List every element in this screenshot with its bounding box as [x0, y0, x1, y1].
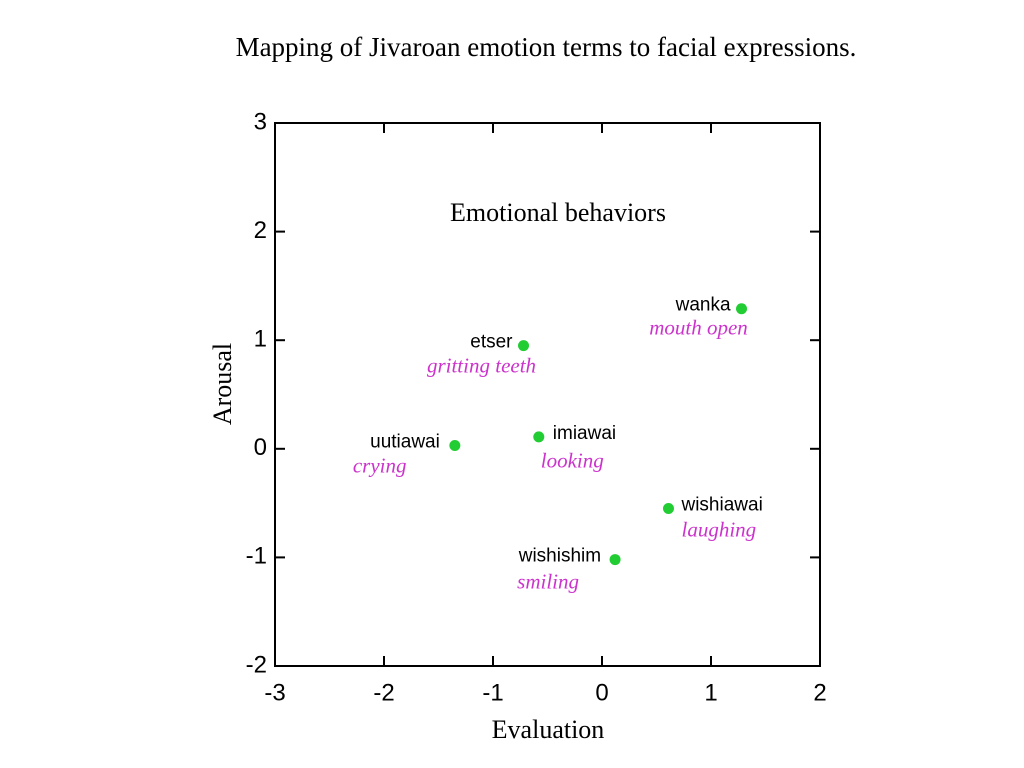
y-tick-label: -1	[246, 543, 267, 570]
x-tick-label: -3	[264, 679, 285, 706]
y-tick-label: 2	[254, 217, 267, 244]
annotation: Emotional behaviors	[450, 198, 666, 227]
x-tick-label: 2	[813, 679, 826, 706]
y-tick-label: 0	[254, 434, 267, 461]
plot-frame	[274, 122, 821, 667]
y-tick-label: 1	[254, 326, 267, 353]
point-label: wishiawai	[680, 495, 762, 516]
point-description: smiling	[517, 569, 579, 593]
chart-title: Mapping of Jivaroan emotion terms to fac…	[236, 32, 857, 62]
point-label: imiawai	[553, 423, 616, 444]
x-tick-label: -2	[373, 679, 394, 706]
y-axis-title: Arousal	[208, 343, 237, 425]
point-label: uutiawai	[370, 432, 440, 453]
y-tick-label: -2	[246, 651, 267, 678]
point-label: wanka	[675, 295, 731, 316]
point-description: gritting teeth	[427, 353, 536, 377]
point-description: looking	[541, 449, 604, 473]
point	[518, 340, 530, 352]
point-label: wishishim	[518, 546, 601, 567]
point-description: laughing	[681, 517, 756, 541]
y-tick-label: 3	[254, 108, 267, 135]
point	[736, 303, 748, 315]
point	[609, 554, 621, 566]
x-tick-label: 0	[595, 679, 608, 706]
point	[449, 440, 461, 452]
point	[662, 503, 674, 515]
point-description: crying	[353, 453, 407, 477]
x-tick-label: -1	[482, 679, 503, 706]
point-description: mouth open	[649, 316, 748, 340]
point-label: etser	[470, 332, 513, 353]
x-axis-title: Evaluation	[492, 715, 605, 744]
x-tick-label: 1	[704, 679, 717, 706]
point	[533, 431, 545, 443]
